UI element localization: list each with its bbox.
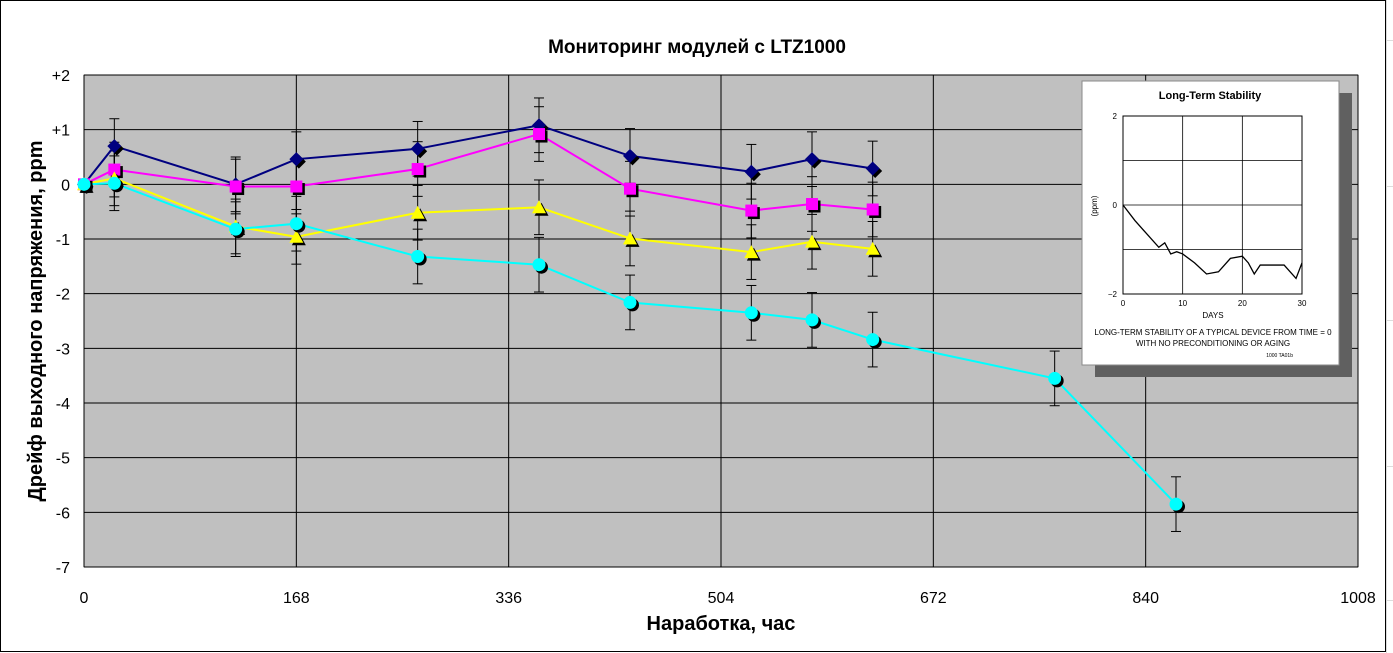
series-1-point	[805, 152, 819, 167]
inset-x-tick: 0	[1121, 299, 1126, 308]
inset-x-tick: 30	[1298, 299, 1307, 308]
series-1-point	[289, 152, 304, 167]
series-3-point	[623, 231, 637, 245]
series-2-point	[533, 128, 545, 141]
series-4-point	[229, 222, 243, 236]
series-1-point	[623, 148, 637, 163]
series-1-point	[410, 141, 425, 156]
inset-x-tick: 10	[1178, 299, 1187, 308]
x-tick-label: 1008	[1340, 590, 1376, 607]
y-tick-label: -6	[56, 505, 70, 522]
series-3-point	[532, 200, 546, 214]
inset-x-tick-labels: 0 10 20 30	[1121, 299, 1307, 308]
series-2-point	[806, 198, 818, 211]
inset-y-tick: −2	[1108, 290, 1118, 299]
x-tick-label: 504	[708, 590, 735, 607]
series-4-point	[866, 333, 880, 347]
series-4-point	[289, 217, 303, 231]
inset-y-label: (ppm)	[1090, 195, 1099, 216]
y-tick-label: -3	[56, 341, 70, 358]
series-3-point	[289, 229, 304, 243]
series-3-line	[83, 177, 873, 254]
inset-y-tick: 0	[1113, 201, 1118, 210]
inset-datasheet-graph: Long-Term Stability 20−2 0 10 20 30 (ppm) D…	[1081, 80, 1352, 377]
series-3-point	[410, 205, 425, 219]
series-4-point	[1048, 371, 1062, 385]
series-2-point	[290, 180, 303, 193]
inset-caption-line2: WITH NO PRECONDITIONING OR AGING	[1136, 339, 1290, 348]
series-2-point	[229, 180, 242, 193]
series-4-point	[623, 295, 637, 309]
inset-y-tick-labels: 2 0 −2	[1108, 112, 1118, 299]
y-tick-label: -7	[56, 560, 70, 577]
y-tick-label: 0	[61, 177, 70, 194]
series-1-line	[83, 124, 873, 186]
y-tick-label: -4	[56, 396, 70, 413]
series-4-line	[83, 182, 1177, 505]
sheet-gridlines	[1386, 0, 1393, 653]
series-4-point	[77, 177, 91, 191]
x-axis-title: Наработка, час	[647, 613, 796, 635]
y-tick-label: +1	[52, 123, 70, 140]
x-tick-label: 336	[495, 590, 522, 607]
inset-y-tick: 2	[1113, 112, 1118, 121]
series-4-point	[805, 313, 819, 327]
y-tick-label: -5	[56, 451, 70, 468]
series-3-point	[744, 245, 759, 259]
series-1-point	[107, 139, 122, 154]
inset-caption-line1: LONG-TERM STABILITY OF A TYPICAL DEVICE …	[1094, 328, 1332, 337]
x-tick-label: 168	[283, 590, 310, 607]
x-tick-label: 0	[80, 590, 89, 607]
series-markers	[77, 118, 1185, 514]
y-tick-label: -2	[56, 287, 70, 304]
inset-x-tick: 20	[1238, 299, 1247, 308]
series-4-point	[411, 249, 425, 263]
series-3-point	[865, 241, 880, 255]
series-2-line	[83, 132, 873, 212]
series-2-point	[411, 163, 424, 176]
x-axis-tick-labels: 0 168 336 504 672 840 1008	[80, 590, 1376, 607]
x-tick-label: 840	[1132, 590, 1159, 607]
series-2-point	[624, 182, 636, 195]
series-4-point	[1169, 497, 1183, 511]
x-tick-label: 672	[920, 590, 947, 607]
inset-gridlines	[1123, 116, 1302, 294]
series-3-point	[805, 234, 819, 248]
inset-curve-group	[1122, 204, 1303, 280]
series-2-point	[745, 204, 758, 217]
series-4-point	[532, 258, 546, 272]
y-axis-title: Дрейф выходного напряжения, ppm	[25, 140, 47, 501]
y-tick-label: +2	[52, 68, 70, 85]
y-tick-label: -1	[56, 232, 70, 249]
series-4-point	[744, 306, 758, 320]
chart-title: Мониторинг модулей с LTZ1000	[548, 37, 846, 58]
series-4-point	[107, 176, 121, 190]
inset-figure-code: 1000 TA01b	[1266, 353, 1293, 359]
series-2-point	[108, 163, 121, 176]
series-lines	[83, 124, 1177, 505]
inset-curve	[1122, 204, 1303, 280]
series-1-point	[865, 161, 880, 176]
series-2-point	[866, 203, 879, 216]
inset-title: Long-Term Stability	[1159, 90, 1262, 102]
inset-x-label: DAYS	[1202, 311, 1223, 320]
y-axis-tick-labels: +2 +1 0 -1 -2 -3 -4 -5 -6 -7	[52, 68, 70, 577]
series-1-point	[744, 164, 759, 179]
